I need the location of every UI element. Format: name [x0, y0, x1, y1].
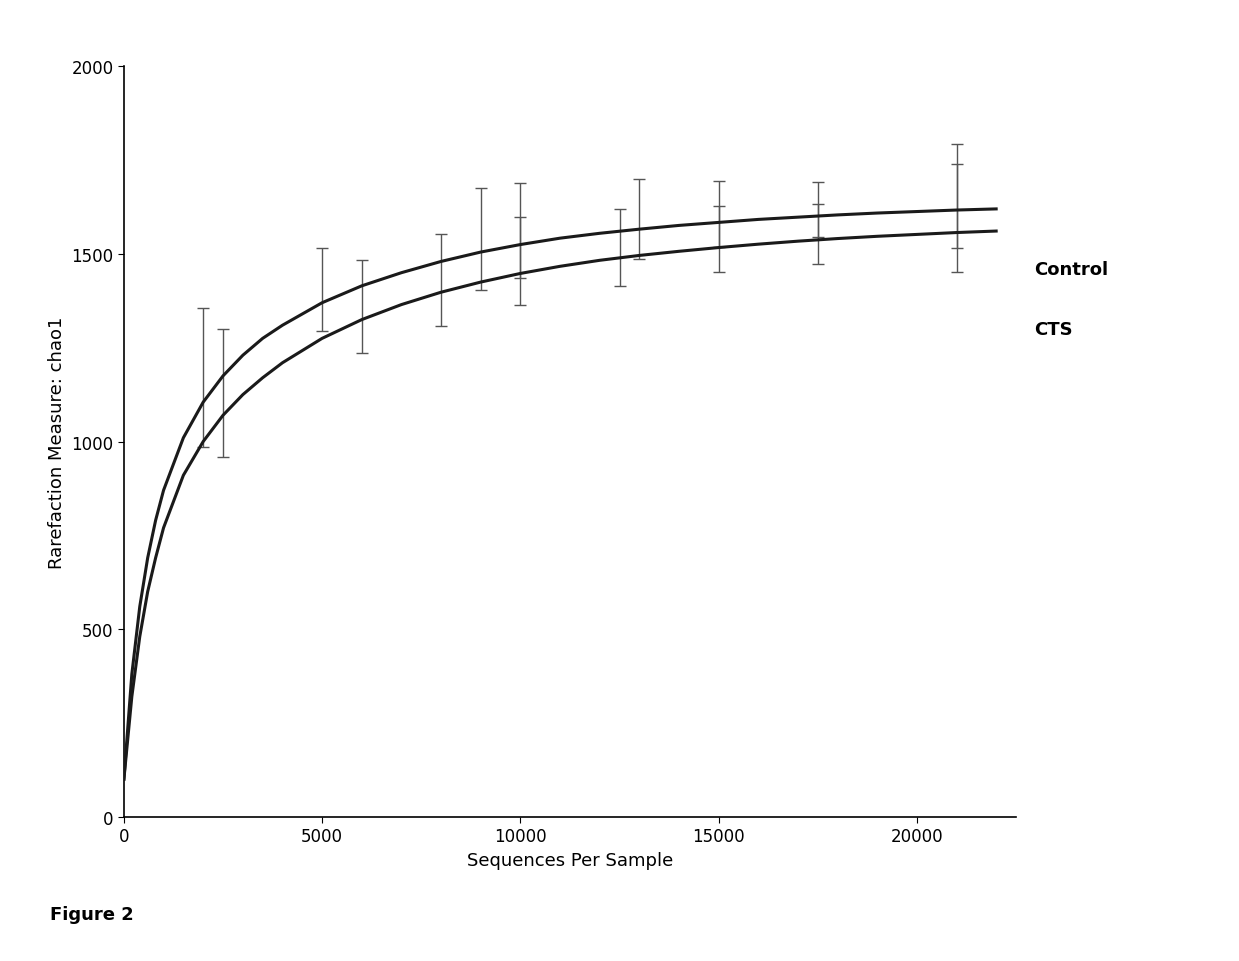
Y-axis label: Rarefaction Measure: chao1: Rarefaction Measure: chao1: [48, 316, 66, 568]
Text: Figure 2: Figure 2: [50, 904, 134, 923]
Text: CTS: CTS: [1033, 321, 1073, 338]
X-axis label: Sequences Per Sample: Sequences Per Sample: [467, 850, 673, 869]
Text: Control: Control: [1033, 260, 1108, 279]
